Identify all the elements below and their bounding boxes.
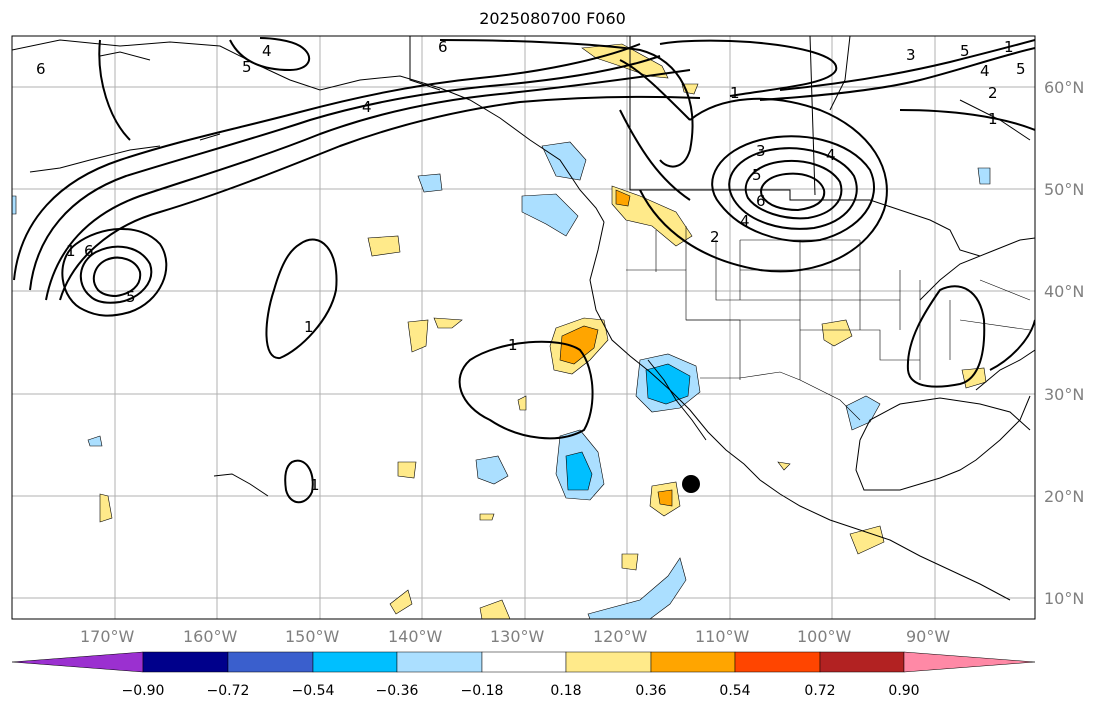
colorbar-segment <box>650 651 736 673</box>
lon-label: 90°W <box>906 627 951 646</box>
colorbar-tick-label: −0.18 <box>460 683 504 699</box>
state-borders <box>626 226 1031 421</box>
colorbar-segment <box>396 651 483 673</box>
colorbar-tick-label: 0.72 <box>804 683 836 699</box>
contour-label: 1 <box>1004 38 1014 56</box>
contour-label: 6 <box>84 242 94 260</box>
colorbar-segment <box>227 651 314 673</box>
lon-label: 170°W <box>80 627 135 646</box>
colorbar-tick-label: 0.36 <box>635 683 667 699</box>
lat-label: 10°N <box>1044 589 1085 608</box>
contour-label: 5 <box>126 288 136 306</box>
contour-label: 1 <box>730 84 740 102</box>
lat-label: 60°N <box>1044 78 1085 97</box>
colorbar-tick-label: −0.72 <box>206 683 250 699</box>
colorbar-tick-label: −0.36 <box>375 683 419 699</box>
contour-label: 5 <box>242 58 252 76</box>
contour-label: 5 <box>752 166 762 184</box>
lat-label: 50°N <box>1044 180 1085 199</box>
contour-label: 4 <box>826 146 836 164</box>
colorbar-tick-label: 0.18 <box>550 683 582 699</box>
lon-label: 150°W <box>285 627 340 646</box>
contour-label: 4 <box>740 212 750 230</box>
contour-label: 3 <box>756 142 766 160</box>
colorbar-tick-label: 0.54 <box>719 683 751 699</box>
contour-label: 1 <box>508 336 518 354</box>
colorbar-tick-label: −0.54 <box>291 683 335 699</box>
lat-label: 40°N <box>1044 282 1085 301</box>
negative-anomaly-fills <box>12 141 991 619</box>
map-frame <box>11 35 1036 620</box>
contour-label: 4 <box>980 62 990 80</box>
lon-label: 100°W <box>797 627 852 646</box>
lon-label: 130°W <box>490 627 545 646</box>
contour-lines <box>13 37 1035 504</box>
graticule <box>12 36 1035 619</box>
lon-label: 160°W <box>183 627 238 646</box>
map-background <box>12 36 1035 619</box>
lat-label: 30°N <box>1044 385 1085 404</box>
contour-label: 5 <box>1016 60 1026 78</box>
colorbar-segment <box>734 651 821 673</box>
colorbar-tick-label: 0.90 <box>888 683 920 699</box>
contour-label: 1 <box>310 476 320 494</box>
colorbar-segment <box>481 651 567 673</box>
location-marker <box>682 475 700 493</box>
colorbar-segment <box>312 651 398 673</box>
contour-label: 6 <box>756 192 766 210</box>
colorbar-segment <box>819 651 905 673</box>
positive-anomaly-fills <box>99 43 987 619</box>
colorbar-segment <box>565 651 652 673</box>
lon-label: 110°W <box>695 627 750 646</box>
contour-label: 3 <box>906 46 916 64</box>
colorbar-segment <box>142 651 229 673</box>
map-title: 2025080700 F060 <box>479 9 626 28</box>
contour-label: 4 <box>362 98 372 116</box>
contour-label: 2 <box>710 228 720 246</box>
lon-label: 140°W <box>388 627 443 646</box>
colorbar-segment <box>903 651 1036 673</box>
contour-label: 2 <box>988 84 998 102</box>
contour-label-group: 6 5 4 6 5 4 3 2 1 1 4 6 5 1 1 3 4 5 6 2 … <box>36 38 1026 494</box>
contour-label: 5 <box>960 42 970 60</box>
contour-label: 6 <box>36 60 46 78</box>
contour-label: 6 <box>438 38 448 56</box>
contour-label: 1 <box>66 242 76 260</box>
lon-label: 120°W <box>593 627 648 646</box>
contour-label: 1 <box>304 318 314 336</box>
colorbar-tick-label: −0.90 <box>121 683 165 699</box>
colorbar-segment <box>11 651 144 673</box>
colorbar <box>11 651 1036 673</box>
lat-label: 20°N <box>1044 487 1085 506</box>
contour-label: 4 <box>262 42 272 60</box>
contour-label: 1 <box>988 110 998 128</box>
